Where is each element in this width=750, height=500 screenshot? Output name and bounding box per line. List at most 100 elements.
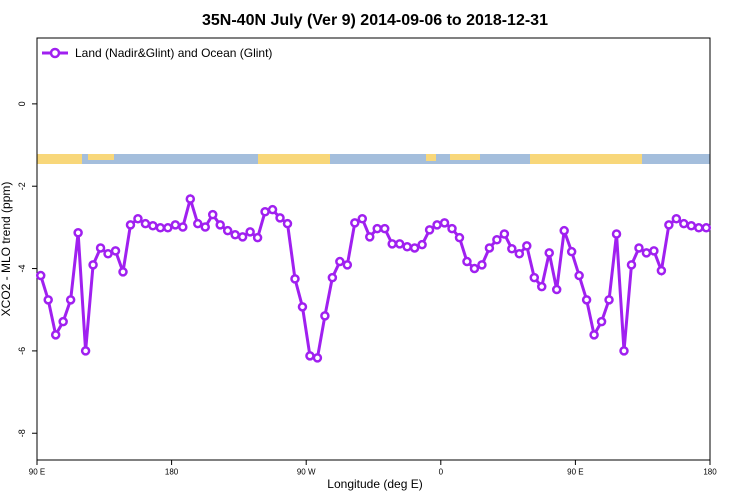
data-point — [656, 265, 667, 276]
data-point — [320, 311, 330, 321]
chart-title: 35N-40N July (Ver 9) 2014-09-06 to 2018-… — [202, 12, 548, 29]
y-tick-label: -6 — [17, 347, 27, 355]
data-point — [133, 213, 143, 224]
x-tick-label: 180 — [703, 468, 717, 477]
data-point — [514, 248, 525, 259]
data-point — [454, 232, 465, 243]
data-point — [267, 204, 278, 215]
series-line — [39, 193, 707, 360]
data-point — [342, 260, 353, 270]
data-point — [185, 194, 196, 204]
data-point — [372, 223, 382, 234]
data-point — [215, 220, 225, 230]
data-point — [492, 234, 502, 245]
data-point — [574, 270, 584, 281]
data-point — [350, 218, 360, 228]
data-point — [170, 220, 181, 230]
data-point — [35, 270, 46, 281]
data-point — [462, 256, 472, 267]
plot-frame — [36, 37, 711, 461]
data-point — [686, 220, 697, 231]
data-point — [634, 243, 644, 253]
data-point — [402, 241, 412, 252]
data-point — [529, 272, 540, 283]
y-tick-label: -8 — [17, 429, 27, 437]
land-ocean-strip — [37, 154, 710, 164]
data-point — [327, 272, 338, 283]
data-point — [559, 225, 569, 236]
data-point — [387, 239, 397, 249]
data-point — [297, 302, 308, 312]
data-point — [417, 239, 427, 250]
data-point — [305, 351, 315, 361]
data-point — [125, 220, 136, 230]
data-point — [193, 218, 203, 229]
y-axis-label: XCO2 - MLO trend (ppm) — [0, 182, 13, 317]
data-point — [110, 246, 121, 256]
data-point — [290, 274, 300, 284]
data-point — [275, 213, 285, 223]
data-point — [679, 218, 689, 229]
data-point — [222, 225, 233, 236]
data-point — [409, 243, 420, 253]
data-point — [469, 263, 480, 274]
data-point — [252, 232, 263, 243]
data-point — [432, 220, 442, 230]
data-point — [118, 267, 128, 277]
data-point — [424, 225, 435, 235]
data-point — [73, 227, 83, 238]
x-tick-label: 90 E — [29, 468, 45, 477]
data-point — [581, 295, 592, 305]
data-point — [507, 244, 517, 254]
data-point — [611, 229, 622, 239]
data-point — [701, 223, 712, 233]
data-point — [178, 222, 188, 232]
data-point — [439, 218, 450, 228]
legend-label: Land (Nadir&Glint) and Ocean (Glint) — [75, 46, 272, 60]
data-point — [357, 213, 368, 224]
y-tick-label: -4 — [17, 265, 27, 273]
data-point — [58, 316, 68, 327]
data-point — [335, 256, 345, 267]
x-tick-label: 0 — [439, 468, 444, 477]
data-point — [43, 295, 53, 305]
data-point — [200, 222, 210, 232]
x-tick-label: 90 W — [297, 468, 316, 477]
data-point — [477, 260, 487, 270]
data-point — [522, 241, 532, 251]
data-point — [566, 246, 577, 257]
x-tick-label: 90 E — [567, 468, 583, 477]
data-point — [237, 232, 248, 242]
data-point — [312, 353, 323, 363]
legend-marker — [49, 47, 61, 59]
data-point — [551, 284, 562, 295]
data-point — [80, 346, 91, 356]
data-point — [95, 243, 106, 253]
data-point — [499, 229, 510, 239]
data-point — [103, 248, 113, 259]
data-point — [641, 248, 652, 258]
x-axis-label: Longitude (deg E) — [327, 477, 422, 491]
data-point — [671, 213, 682, 224]
y-tick-label: -2 — [17, 182, 27, 190]
data-point — [626, 260, 637, 270]
data-point — [148, 220, 158, 231]
data-point — [447, 223, 457, 234]
data-point — [694, 223, 704, 233]
data-point — [589, 330, 599, 340]
y-tick-label: 0 — [17, 101, 27, 106]
data-point — [596, 316, 607, 327]
data-point — [260, 206, 270, 217]
data-point — [88, 260, 98, 270]
x-tick-label: 180 — [165, 468, 179, 477]
data-point — [664, 220, 674, 230]
data-point — [230, 230, 240, 240]
data-point — [207, 209, 218, 220]
data-point — [282, 218, 293, 229]
data-point — [394, 239, 405, 249]
data-point — [537, 281, 547, 292]
data-point — [649, 246, 659, 256]
data-point — [155, 223, 166, 233]
data-point — [544, 248, 554, 258]
